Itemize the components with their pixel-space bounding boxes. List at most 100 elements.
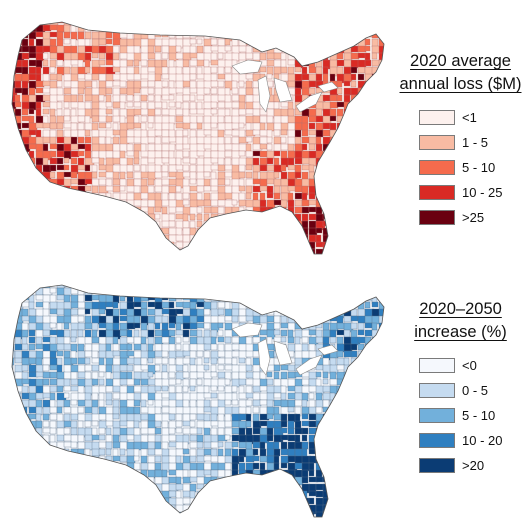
county	[259, 241, 268, 251]
county	[315, 52, 323, 61]
county	[70, 511, 79, 517]
county	[182, 248, 189, 254]
county	[196, 199, 206, 207]
county	[168, 24, 176, 35]
county	[63, 73, 73, 82]
county	[357, 248, 365, 254]
county	[386, 46, 394, 53]
county	[98, 399, 105, 408]
county	[357, 59, 367, 69]
county	[294, 185, 303, 193]
county	[56, 399, 65, 408]
county	[98, 490, 105, 501]
county	[336, 329, 345, 336]
county	[175, 94, 184, 104]
county	[350, 420, 358, 430]
county	[175, 22, 184, 27]
county	[133, 80, 142, 90]
county	[119, 308, 128, 316]
county	[245, 220, 254, 230]
county	[140, 434, 149, 444]
county	[266, 150, 275, 160]
county	[56, 385, 64, 393]
county	[63, 336, 71, 345]
county	[217, 73, 226, 80]
county	[49, 73, 59, 81]
county	[343, 336, 352, 345]
county	[217, 199, 227, 207]
county	[252, 24, 261, 32]
county	[105, 143, 114, 152]
county	[70, 441, 78, 449]
county	[273, 227, 280, 234]
county	[203, 343, 212, 351]
county	[350, 178, 358, 186]
county	[231, 143, 241, 152]
county	[231, 448, 239, 457]
county	[63, 94, 73, 103]
county	[42, 213, 52, 224]
county	[378, 150, 384, 159]
county	[252, 31, 260, 40]
county	[238, 213, 247, 222]
county	[364, 285, 373, 288]
county	[105, 285, 113, 289]
county	[273, 108, 283, 118]
county	[12, 164, 15, 172]
county	[168, 206, 177, 214]
county	[343, 434, 353, 442]
county	[189, 59, 199, 67]
county	[35, 469, 43, 479]
county	[168, 38, 178, 48]
county	[273, 171, 280, 179]
county	[98, 434, 106, 441]
county	[225, 519, 231, 523]
county	[322, 285, 331, 291]
county	[154, 441, 162, 451]
county	[378, 343, 384, 351]
county	[203, 248, 213, 254]
county	[105, 448, 112, 456]
county	[35, 115, 45, 124]
county	[161, 94, 171, 101]
county	[126, 136, 136, 144]
county	[280, 427, 288, 434]
county	[371, 115, 381, 124]
legend-swatch	[419, 357, 455, 373]
county	[35, 22, 43, 26]
county	[378, 234, 384, 245]
county	[301, 22, 311, 25]
county	[294, 301, 302, 308]
county	[154, 294, 163, 303]
county	[70, 38, 77, 48]
county	[350, 150, 358, 159]
county	[56, 234, 64, 242]
county	[84, 483, 92, 493]
county	[203, 199, 212, 207]
county	[336, 399, 347, 410]
county	[84, 413, 94, 422]
county	[21, 287, 31, 296]
county	[70, 350, 77, 360]
county	[84, 129, 91, 137]
county	[273, 322, 281, 330]
county	[91, 129, 100, 138]
county	[161, 483, 171, 493]
county	[301, 31, 312, 39]
county	[238, 308, 247, 317]
county	[168, 322, 176, 329]
county	[91, 285, 98, 290]
legend-item: 10 - 25	[398, 180, 523, 204]
county	[386, 428, 393, 437]
county	[56, 350, 64, 357]
county	[196, 301, 205, 308]
county	[196, 448, 206, 457]
county	[126, 87, 135, 97]
county	[350, 87, 359, 96]
county	[161, 511, 171, 517]
county	[245, 455, 255, 463]
county	[168, 73, 178, 82]
county	[49, 329, 58, 336]
county	[175, 192, 183, 202]
county	[91, 392, 99, 401]
